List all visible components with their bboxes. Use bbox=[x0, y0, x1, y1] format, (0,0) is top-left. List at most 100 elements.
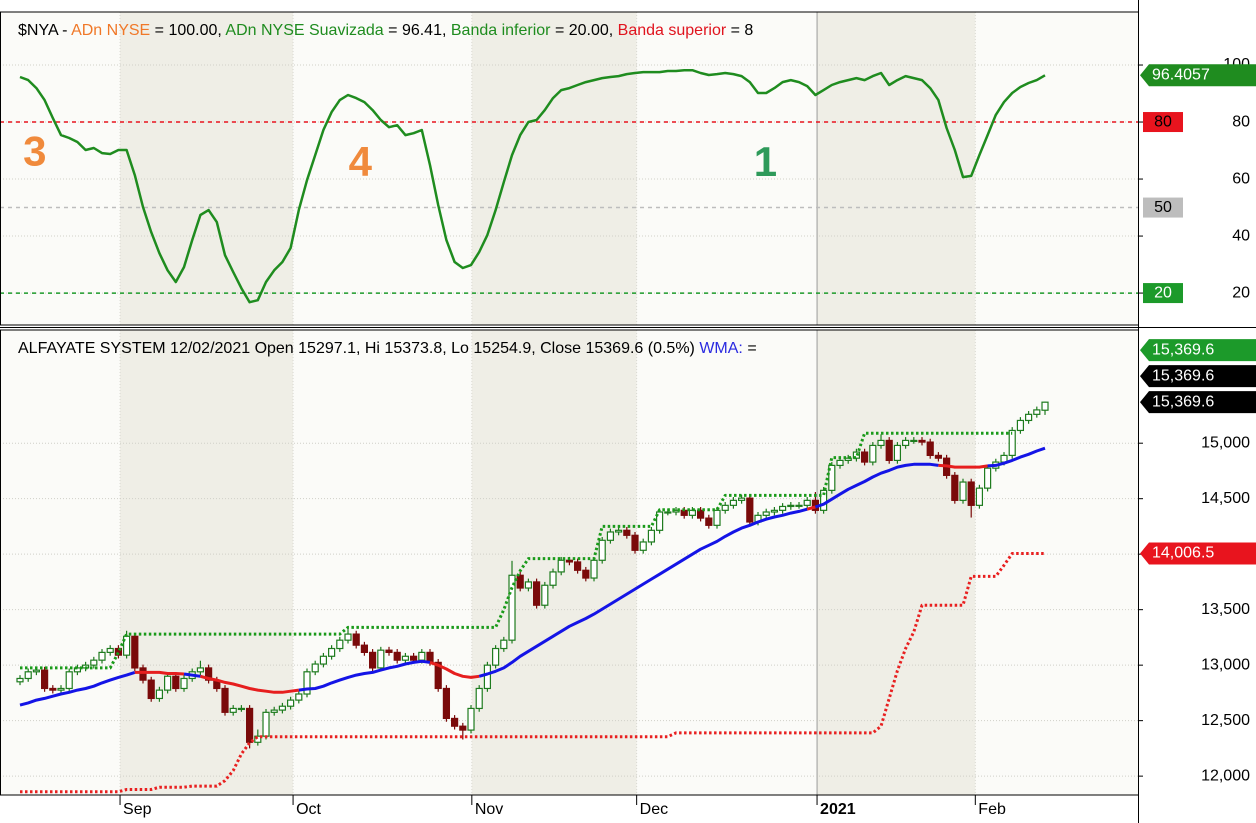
y-tick-label: 80 bbox=[1232, 113, 1250, 130]
title-segment: WMA: bbox=[699, 340, 743, 357]
candle-body bbox=[328, 647, 336, 657]
title-segment: = 96.41, bbox=[384, 22, 451, 39]
candle-body bbox=[196, 667, 205, 673]
line-series bbox=[814, 462, 939, 509]
y-tick-label: 15,000 bbox=[1201, 434, 1250, 451]
candle-body bbox=[582, 569, 590, 579]
candle-body bbox=[418, 651, 426, 661]
candle-body bbox=[893, 444, 902, 461]
candle-body bbox=[787, 504, 795, 508]
candle-body bbox=[598, 539, 606, 561]
candle-body bbox=[762, 511, 770, 516]
candle-body bbox=[877, 439, 885, 447]
title-segment: = 8 bbox=[726, 22, 753, 39]
annotation: 1 bbox=[754, 138, 777, 185]
candle-body bbox=[885, 439, 893, 461]
band-label: 20 bbox=[1154, 284, 1172, 301]
candle-body bbox=[926, 441, 934, 457]
month-shade bbox=[817, 330, 976, 795]
candle-body bbox=[959, 481, 967, 501]
candle-body bbox=[803, 499, 811, 506]
line-series bbox=[429, 660, 480, 679]
candle-body bbox=[697, 509, 705, 519]
candle-body bbox=[278, 705, 287, 711]
y-tick-label: 12,500 bbox=[1201, 712, 1250, 729]
panel-title: ALFAYATE SYSTEM 12/02/2021 Open 15297.1,… bbox=[18, 340, 757, 357]
band-box bbox=[1143, 197, 1183, 218]
candle-body bbox=[106, 647, 114, 653]
candle-body bbox=[57, 687, 65, 691]
candle-body bbox=[967, 481, 975, 506]
candle-body bbox=[483, 664, 492, 690]
band-box bbox=[1143, 283, 1183, 304]
candle-body bbox=[237, 707, 246, 711]
candle-body bbox=[606, 531, 615, 541]
x-tick-label: 2021 bbox=[820, 801, 856, 818]
annotation: 3 bbox=[23, 128, 46, 175]
candle-body bbox=[49, 687, 57, 691]
candle-body bbox=[664, 511, 672, 514]
title-segment: Banda superior bbox=[618, 22, 727, 39]
candle-body bbox=[139, 667, 147, 681]
band-label: 80 bbox=[1154, 113, 1172, 130]
title-segment: ADn NYSE bbox=[71, 22, 150, 39]
candle-body bbox=[336, 639, 344, 650]
candle-body bbox=[319, 655, 328, 665]
candle-body bbox=[910, 439, 918, 443]
candle-body bbox=[713, 509, 721, 526]
candle-body bbox=[442, 687, 451, 720]
line-series bbox=[200, 674, 299, 694]
y-tick-label: 20 bbox=[1232, 284, 1250, 301]
y-tick-label: 12,000 bbox=[1201, 767, 1250, 784]
value-flag-label: 15,369.6 bbox=[1152, 341, 1214, 358]
candle-body bbox=[647, 529, 656, 543]
candle-body bbox=[65, 671, 73, 690]
x-tick-label: Nov bbox=[475, 801, 503, 818]
line-series bbox=[183, 672, 201, 678]
candle-body bbox=[729, 499, 738, 506]
candle-body bbox=[1041, 401, 1049, 411]
candle-body bbox=[828, 464, 836, 491]
value-flag-label: 15,369.6 bbox=[1152, 367, 1214, 384]
candle-body bbox=[131, 635, 139, 669]
candle-body bbox=[410, 655, 418, 661]
candle-body bbox=[1016, 419, 1025, 432]
candle-body bbox=[1025, 413, 1033, 422]
value-flag bbox=[1140, 391, 1256, 414]
band-label: 50 bbox=[1154, 199, 1172, 216]
candle-body bbox=[574, 561, 582, 571]
candle-body bbox=[434, 661, 442, 690]
candle-body bbox=[738, 497, 746, 501]
y-tick-label: 14,500 bbox=[1201, 490, 1250, 507]
candle-body bbox=[24, 671, 32, 680]
candle-body bbox=[500, 639, 508, 650]
candle-body bbox=[352, 633, 360, 646]
annotation: 4 bbox=[349, 138, 373, 185]
candle-body bbox=[147, 679, 155, 700]
last-value-label: 96.4057 bbox=[1152, 66, 1210, 83]
candle-body bbox=[541, 584, 549, 606]
y-tick-label: 13,500 bbox=[1201, 601, 1250, 618]
value-flag bbox=[1140, 365, 1256, 388]
line-series bbox=[19, 670, 136, 707]
x-tick-label: Oct bbox=[296, 801, 321, 818]
candle-body bbox=[451, 717, 459, 727]
line-series bbox=[987, 446, 1046, 468]
candle-body bbox=[369, 651, 377, 669]
value-flag bbox=[1140, 339, 1256, 362]
candle-body bbox=[639, 541, 647, 551]
candle-body bbox=[492, 647, 500, 666]
line-series bbox=[298, 659, 431, 692]
candle-body bbox=[287, 699, 295, 707]
candle-body bbox=[1033, 409, 1041, 415]
title-segment: = bbox=[743, 340, 757, 357]
candle-body bbox=[98, 651, 106, 661]
candle-body bbox=[721, 504, 729, 511]
month-shade bbox=[471, 330, 637, 795]
candle-body bbox=[221, 687, 229, 713]
candle-body bbox=[262, 711, 270, 737]
candle-body bbox=[975, 487, 984, 506]
value-flag-label: 14,006.5 bbox=[1152, 545, 1214, 562]
candle-body bbox=[705, 517, 713, 526]
candle-body bbox=[295, 693, 303, 701]
